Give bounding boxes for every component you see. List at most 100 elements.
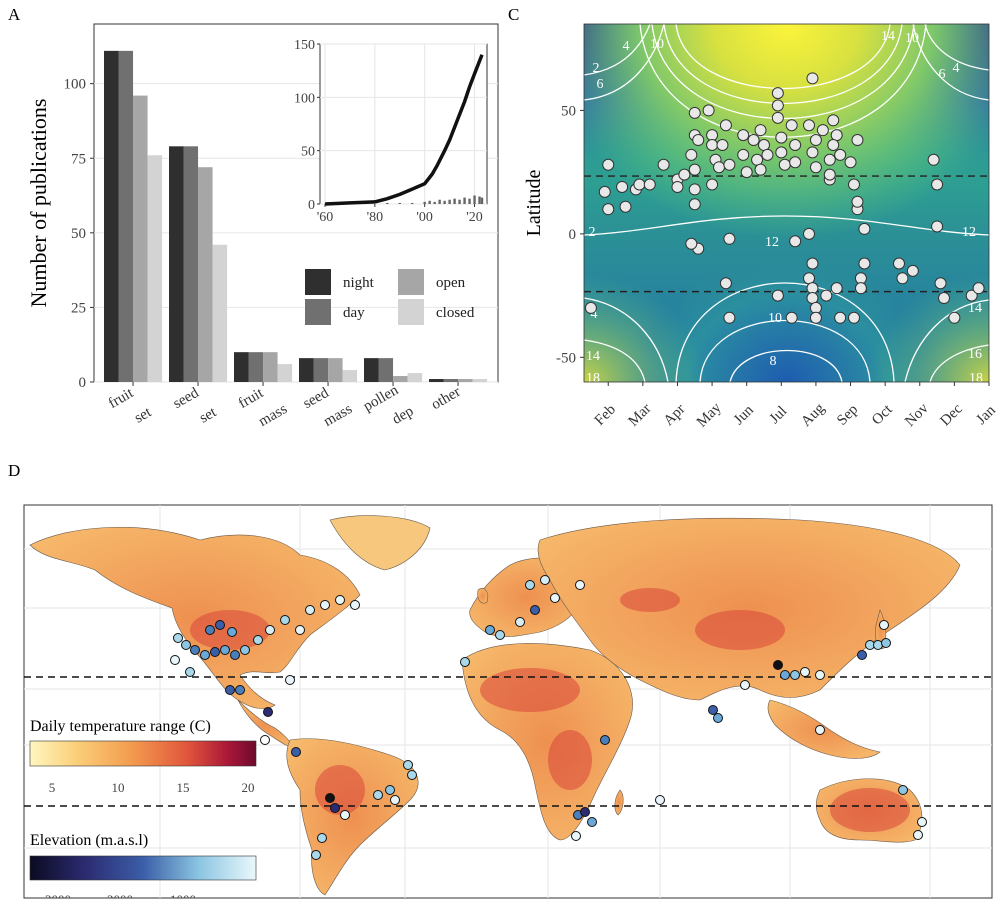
panel-c-ylabel: Latitude: [523, 170, 545, 237]
temp-legend-title: Daily temperature range (C): [30, 718, 211, 735]
site-marker: [495, 630, 505, 640]
x-tick-label: Oct: [869, 401, 896, 428]
x-tick-label: set: [132, 404, 155, 427]
y-tick-label: 50: [71, 226, 86, 242]
site-marker: [575, 580, 585, 590]
x-tick-label: mass: [321, 401, 355, 430]
site-marker: [295, 625, 305, 635]
site-marker: [330, 803, 340, 813]
contour-label: 4: [623, 39, 630, 54]
site-marker: [898, 785, 908, 795]
north-america: [29, 526, 361, 709]
site-marker: [780, 670, 790, 680]
site-marker: [263, 707, 273, 717]
y-tick-label: -50: [556, 350, 576, 366]
x-tick-label: seed: [171, 385, 203, 412]
scatter-point: [972, 282, 985, 295]
site-marker: [220, 645, 230, 655]
contour-label: 2: [589, 225, 596, 240]
contour-label: 4: [953, 61, 960, 76]
scatter-point: [723, 232, 736, 245]
site-marker: [200, 650, 210, 660]
x-tick-label: seed: [301, 385, 333, 412]
site-marker: [173, 633, 183, 643]
bar-night: [104, 50, 119, 382]
scatter-point: [830, 129, 843, 142]
site-marker: [210, 647, 220, 657]
site-marker: [773, 660, 783, 670]
scatter-point: [719, 277, 732, 290]
scatter-point: [619, 200, 632, 213]
scatter-point: [751, 153, 764, 166]
site-marker: [655, 795, 665, 805]
bar-open: [328, 358, 343, 382]
panel-c-tropic-lines: [584, 175, 989, 293]
legend-label-open: open: [436, 275, 466, 291]
contour-label: 12: [962, 225, 976, 240]
scatter-point: [834, 148, 847, 161]
site-marker: [225, 685, 235, 695]
site-marker: [265, 625, 275, 635]
contour-label: 2: [593, 61, 600, 76]
scatter-point: [737, 148, 750, 161]
inset-bar: [411, 202, 414, 204]
temp-tick: 10: [112, 780, 125, 795]
panel-c-contour-labels: 12 12 2 10 8 2 6 4 10 6 4 10 14 4 14 14 …: [586, 29, 983, 386]
elev-colorbar: [29, 855, 257, 881]
panel-c-frame: [583, 23, 990, 383]
panel-c-x-ticks: Feb Mar Apr May Jun Jul Aug Sep Oct Nov Dec Jan: [592, 382, 999, 431]
panel-c-label: C: [508, 5, 519, 24]
site-marker: [291, 747, 301, 757]
scatter-point: [789, 235, 802, 248]
scatter-point: [771, 99, 784, 112]
panel-a-bars: [104, 50, 488, 382]
scatter-point: [758, 138, 770, 151]
panel-b-inset-chart: 0 50 100 150 '60 '80 '00 '20: [294, 38, 488, 225]
bar-closed: [147, 155, 163, 382]
scatter-point: [657, 158, 670, 171]
scatter-point: [754, 163, 767, 176]
hotspot: [315, 765, 365, 815]
inset-bar: [463, 197, 466, 204]
site-marker: [240, 645, 250, 655]
site-marker: [190, 645, 200, 655]
site-marker: [600, 735, 610, 745]
panel-d-elev-legend: Elevation (m.a.s.l) 3000 2000 1000: [29, 832, 257, 898]
site-marker: [205, 625, 215, 635]
panel-c-top-peak: [584, 24, 989, 382]
uk: [477, 588, 489, 604]
scatter-point: [809, 134, 822, 147]
panel-a-y-ticks: 0 25 50 75 100: [64, 77, 94, 391]
site-marker: [485, 625, 495, 635]
site-marker: [460, 657, 470, 667]
site-marker: [335, 595, 345, 605]
bar-night: [364, 358, 379, 382]
site-marker: [580, 807, 590, 817]
scatter-point: [754, 124, 767, 137]
scatter-point: [616, 180, 629, 193]
site-marker: [571, 831, 581, 841]
site-marker: [311, 850, 321, 860]
y-tick-label: 0: [308, 198, 315, 213]
contour-label: 18: [586, 371, 600, 386]
scatter-point: [803, 119, 815, 132]
scatter-point: [740, 166, 753, 179]
contour-label: 6: [597, 77, 604, 92]
bar-open: [393, 376, 408, 382]
bar-day: [443, 379, 459, 382]
y-tick-label: 100: [294, 91, 315, 106]
inset-bar: [428, 200, 431, 204]
legend-swatch-night: [305, 269, 331, 295]
scatter-point: [688, 183, 701, 196]
scatter-point: [948, 311, 961, 324]
y-tick-label: 100: [64, 77, 87, 93]
inset-bar: [438, 199, 441, 204]
panel-a-legend: night day open closed: [305, 269, 475, 325]
scatter-point: [737, 129, 750, 142]
site-marker: [740, 680, 750, 690]
bar-open: [133, 95, 148, 382]
site-marker: [385, 785, 395, 795]
y-tick-label: 50: [561, 103, 576, 119]
site-marker: [881, 638, 891, 648]
